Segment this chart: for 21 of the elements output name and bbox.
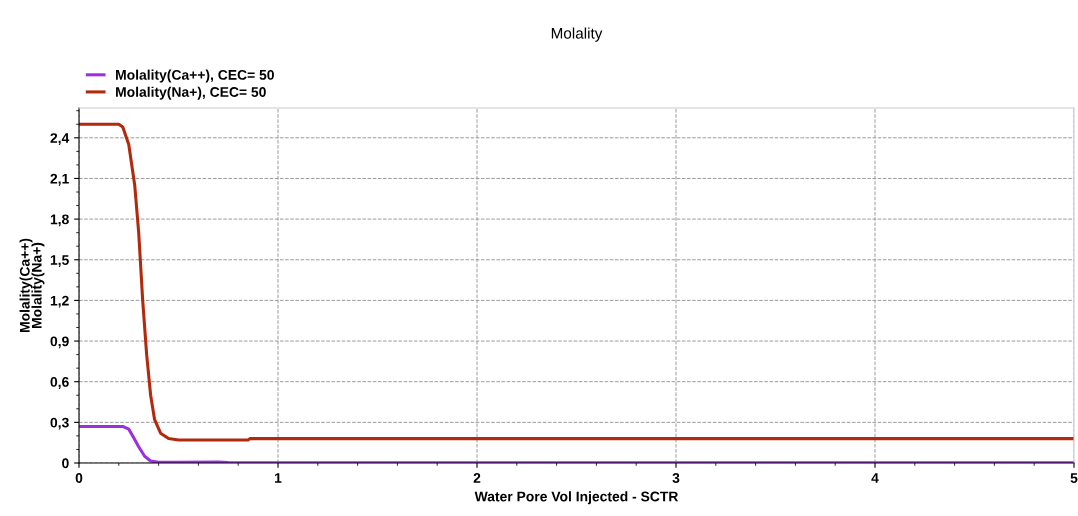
legend-label: Molality(Ca++), CEC= 50	[116, 69, 274, 83]
y-tick-label: 2,4	[50, 133, 70, 145]
x-tick-label: 0	[75, 473, 83, 483]
y-tick-label: 0,9	[50, 336, 69, 349]
x-axis-title: Water Pore Vol Injected - SCTR	[474, 491, 679, 505]
y-tick-label: 1,8	[50, 214, 69, 227]
x-tick-label: 3	[672, 473, 680, 483]
legend-label: Molality(Na+), CEC= 50	[116, 86, 266, 100]
y-tick-label: 0	[62, 458, 69, 469]
chart-title: Molality	[551, 27, 603, 42]
x-tick-label: 5	[1070, 473, 1078, 483]
x-tick-label: 1	[275, 473, 282, 483]
y-tick-label: 1,2	[50, 295, 69, 308]
x-tick-label: 4	[871, 473, 879, 483]
y-tick-label: 1,5	[50, 255, 69, 267]
line-series	[79, 122, 1074, 442]
y-tick-label: 0,6	[50, 377, 69, 389]
y-tick-label: 0,3	[50, 417, 69, 430]
x-tick-label: 2	[473, 473, 481, 483]
y-tick-label: 2,1	[50, 173, 69, 186]
y-axis-title: Molality(Ca++) Molality(Na+)	[19, 238, 45, 333]
